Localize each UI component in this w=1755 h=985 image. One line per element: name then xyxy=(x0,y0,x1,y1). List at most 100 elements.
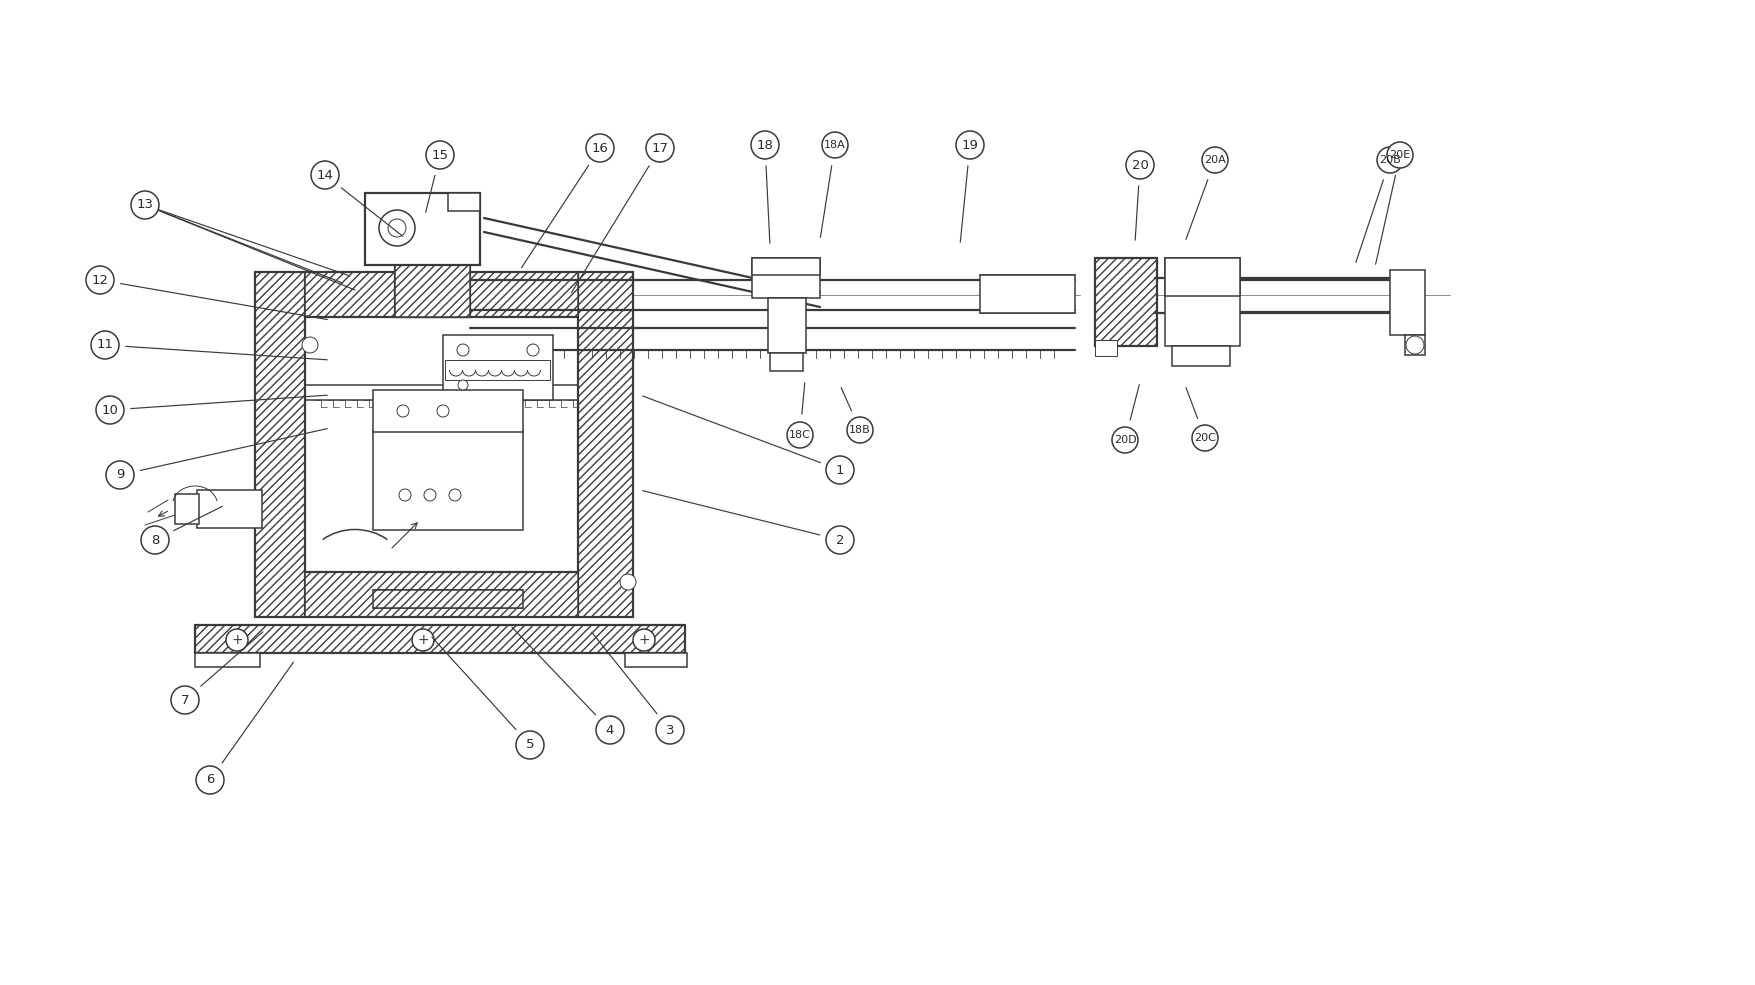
Text: 17: 17 xyxy=(651,142,669,155)
Text: +: + xyxy=(637,633,649,647)
Circle shape xyxy=(105,461,133,489)
Text: 3: 3 xyxy=(665,724,674,737)
Text: 6: 6 xyxy=(205,773,214,786)
Circle shape xyxy=(437,405,449,417)
Circle shape xyxy=(955,131,983,159)
Bar xyxy=(448,193,479,211)
Text: 19: 19 xyxy=(962,139,978,152)
Bar xyxy=(751,258,820,298)
Circle shape xyxy=(379,210,414,246)
Bar xyxy=(1171,346,1228,366)
Text: 18A: 18A xyxy=(823,140,846,150)
Circle shape xyxy=(397,405,409,417)
Text: 18C: 18C xyxy=(788,430,811,440)
Text: 11: 11 xyxy=(97,339,114,352)
Bar xyxy=(305,572,577,617)
Circle shape xyxy=(1386,142,1413,168)
Circle shape xyxy=(526,344,539,356)
Circle shape xyxy=(1376,147,1402,173)
Circle shape xyxy=(426,141,455,169)
Circle shape xyxy=(311,161,339,189)
Circle shape xyxy=(456,344,469,356)
Circle shape xyxy=(516,731,544,759)
Circle shape xyxy=(1192,425,1218,451)
Text: 18B: 18B xyxy=(849,425,870,435)
Text: 9: 9 xyxy=(116,469,125,482)
Bar xyxy=(195,625,684,653)
Circle shape xyxy=(1202,147,1227,173)
Circle shape xyxy=(825,456,853,484)
Text: 20: 20 xyxy=(1130,159,1148,171)
Bar xyxy=(767,298,806,353)
Text: 16: 16 xyxy=(591,142,607,155)
Bar xyxy=(372,390,523,432)
Circle shape xyxy=(388,219,405,237)
Bar xyxy=(577,272,632,617)
Text: 4: 4 xyxy=(605,724,614,737)
Bar xyxy=(442,335,553,400)
Bar xyxy=(444,360,549,380)
Circle shape xyxy=(412,629,433,651)
Text: 20E: 20E xyxy=(1388,150,1409,160)
Circle shape xyxy=(1111,427,1137,453)
Circle shape xyxy=(91,331,119,359)
Circle shape xyxy=(140,526,168,554)
Bar xyxy=(1095,258,1157,346)
Text: 18: 18 xyxy=(756,139,772,152)
Bar xyxy=(1390,270,1425,335)
Bar xyxy=(195,653,260,667)
Bar xyxy=(1164,258,1239,296)
Circle shape xyxy=(423,489,435,501)
Circle shape xyxy=(302,337,318,353)
Bar xyxy=(769,353,802,371)
Bar xyxy=(751,258,820,275)
Text: 14: 14 xyxy=(316,168,333,181)
Text: 7: 7 xyxy=(181,693,190,706)
Bar xyxy=(176,494,198,524)
Circle shape xyxy=(656,716,684,744)
Circle shape xyxy=(586,134,614,162)
Circle shape xyxy=(449,489,462,501)
Text: 5: 5 xyxy=(525,739,534,752)
Text: +: + xyxy=(418,633,428,647)
Circle shape xyxy=(458,380,469,390)
Circle shape xyxy=(1406,336,1423,354)
Circle shape xyxy=(86,266,114,294)
Text: 15: 15 xyxy=(432,149,448,162)
Text: 12: 12 xyxy=(91,274,109,287)
Circle shape xyxy=(132,191,160,219)
Bar xyxy=(1164,258,1239,346)
Bar xyxy=(372,590,523,608)
Bar xyxy=(1095,340,1116,356)
Circle shape xyxy=(97,396,125,424)
Text: +: + xyxy=(232,633,242,647)
Text: 20D: 20D xyxy=(1113,435,1135,445)
Bar xyxy=(625,653,686,667)
Text: 8: 8 xyxy=(151,534,160,547)
Text: 20B: 20B xyxy=(1378,155,1400,165)
Bar xyxy=(979,275,1074,313)
Circle shape xyxy=(595,716,623,744)
Bar xyxy=(372,430,523,530)
Bar xyxy=(197,490,261,528)
Circle shape xyxy=(1125,151,1153,179)
Circle shape xyxy=(197,766,225,794)
Text: 2: 2 xyxy=(835,534,844,547)
Circle shape xyxy=(632,629,655,651)
Circle shape xyxy=(786,422,813,448)
Text: 10: 10 xyxy=(102,404,118,417)
Circle shape xyxy=(620,574,635,590)
Bar xyxy=(305,272,577,317)
Circle shape xyxy=(646,134,674,162)
Circle shape xyxy=(170,686,198,714)
Bar xyxy=(1404,335,1425,355)
Text: 1: 1 xyxy=(835,464,844,477)
Text: 13: 13 xyxy=(137,199,153,212)
Circle shape xyxy=(846,417,872,443)
Bar xyxy=(254,272,305,617)
Circle shape xyxy=(825,526,853,554)
Text: 20A: 20A xyxy=(1204,155,1225,165)
Circle shape xyxy=(821,132,848,158)
Circle shape xyxy=(226,629,247,651)
Circle shape xyxy=(751,131,779,159)
